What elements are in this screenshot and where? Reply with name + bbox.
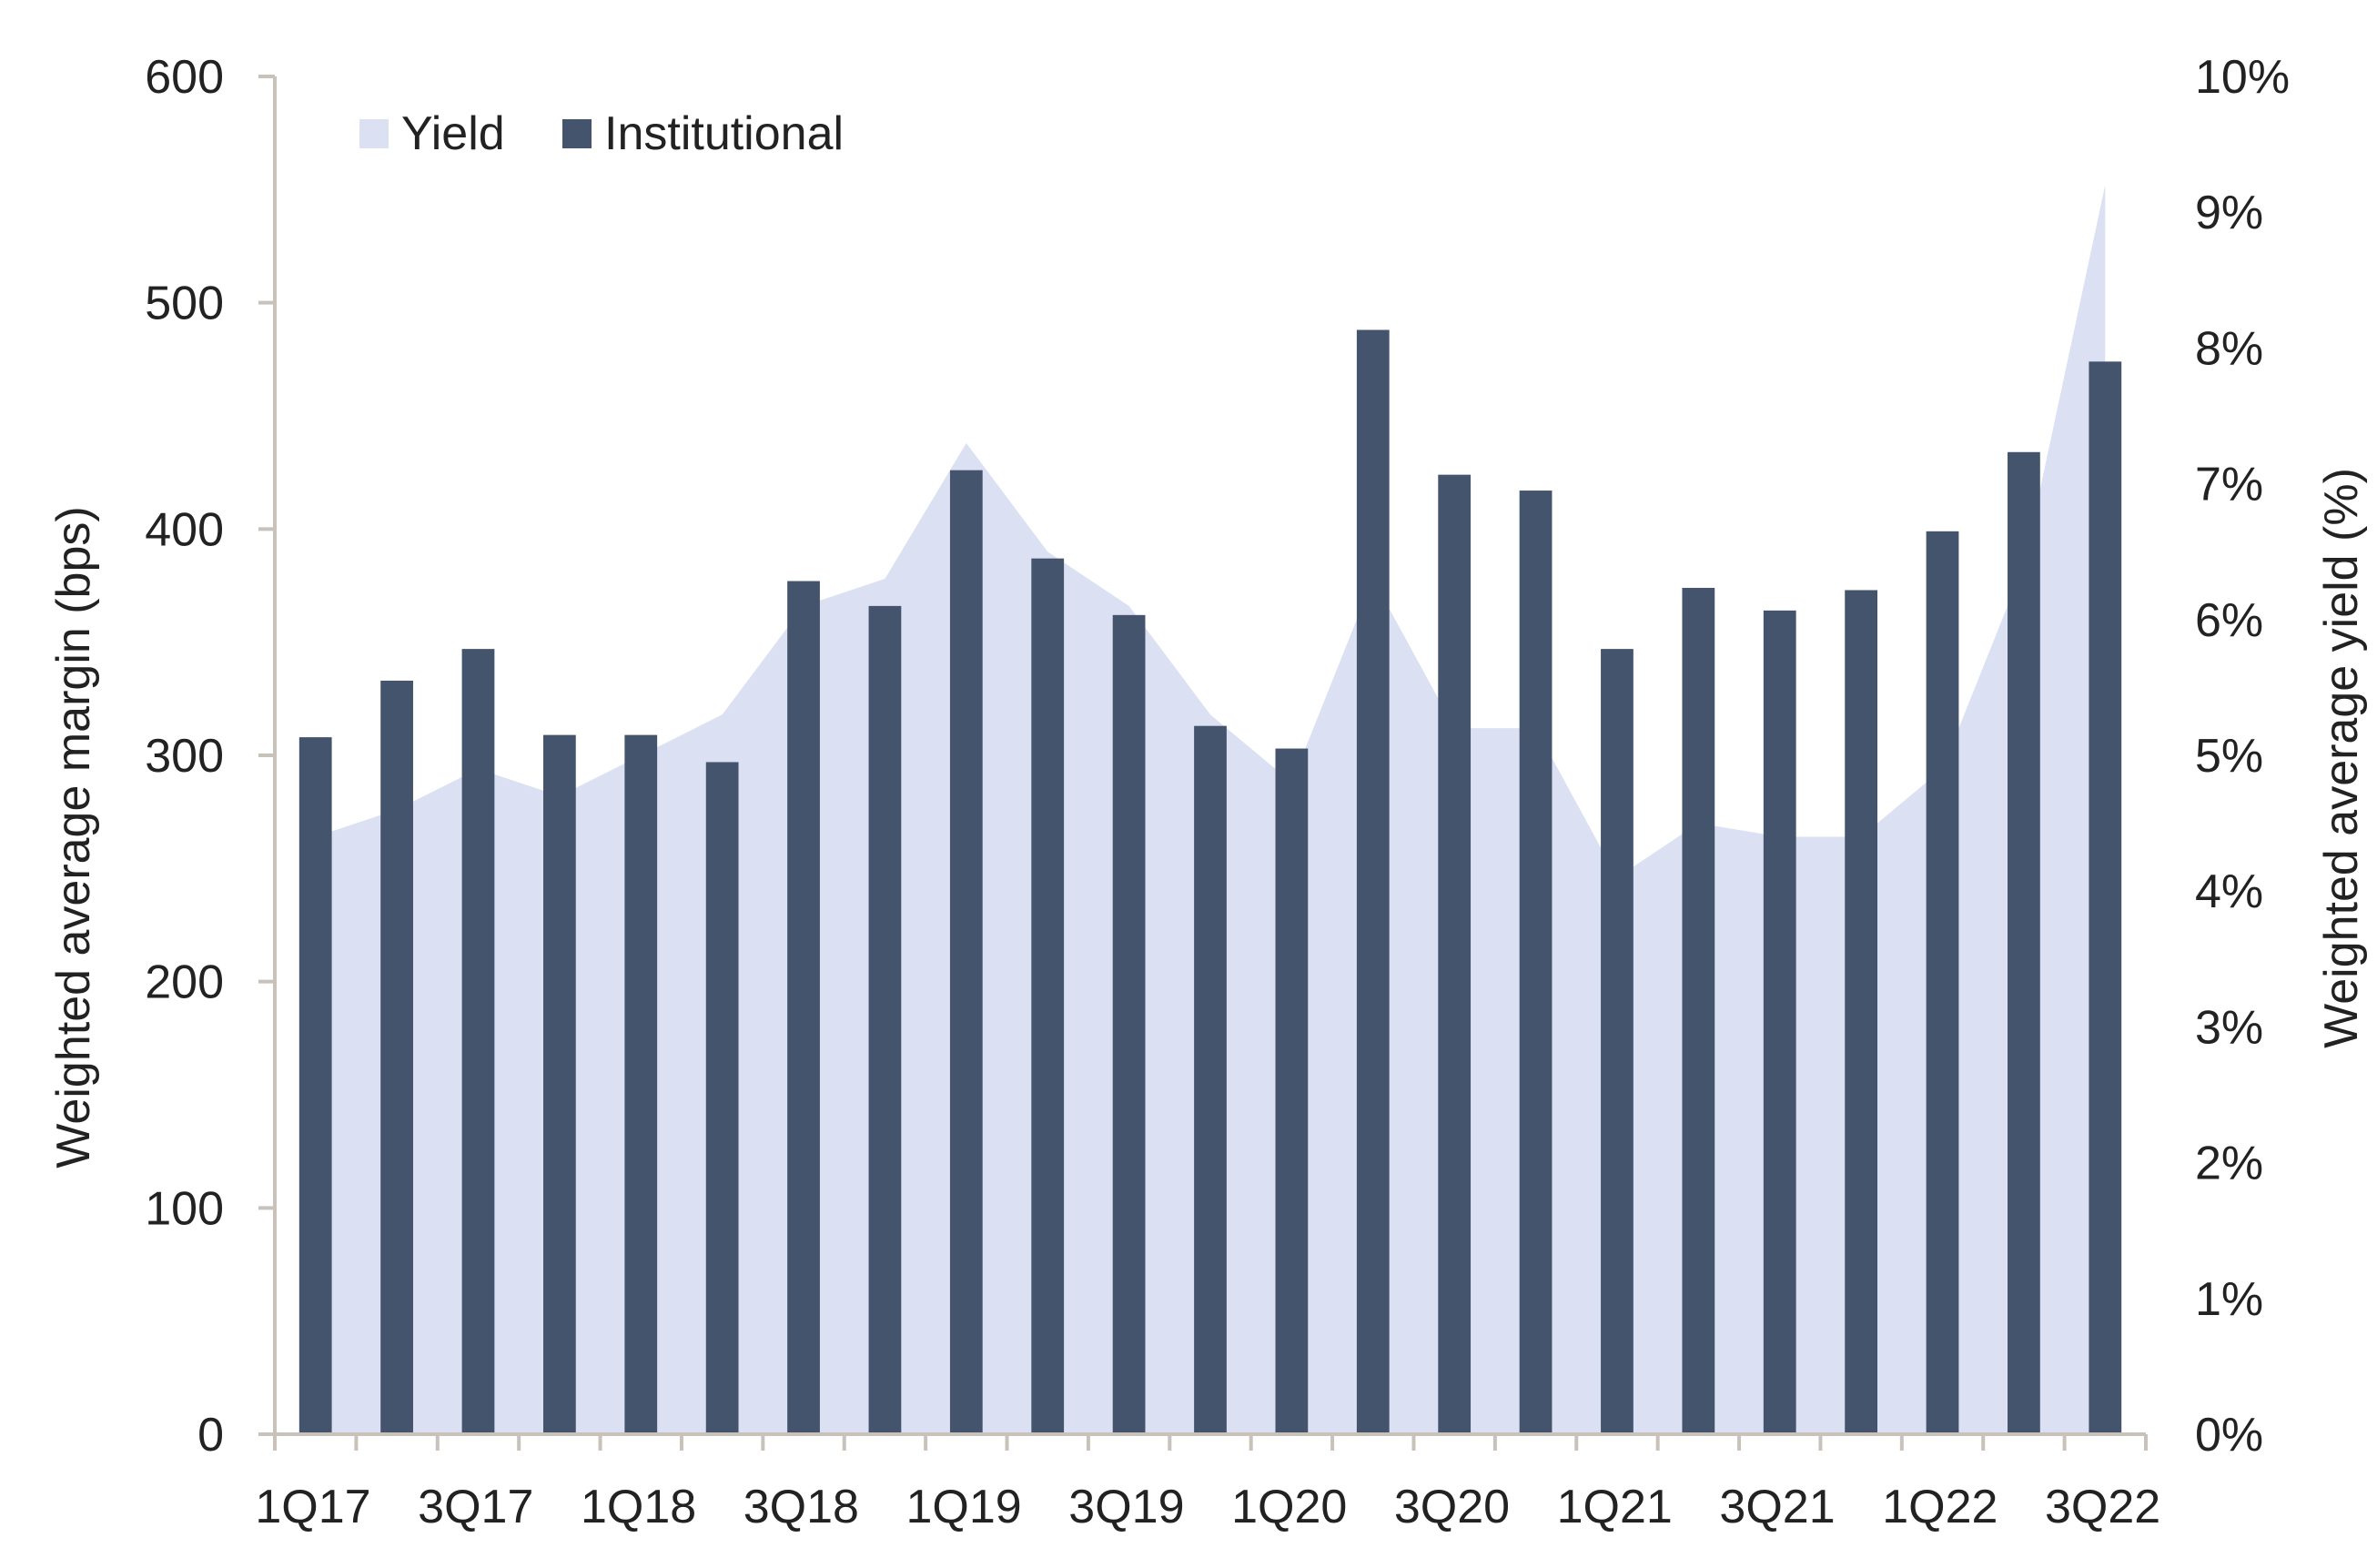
institutional-bars: [298, 329, 2122, 1435]
bar-2q22: [2008, 451, 2040, 1435]
bar-1q20: [1275, 748, 1309, 1434]
bar-3q22: [2089, 361, 2122, 1434]
bar-3q19: [1112, 614, 1146, 1434]
y2-tick-label: 1%: [2195, 1273, 2263, 1326]
axes: [258, 75, 2148, 1451]
y-tick-label: 500: [145, 278, 224, 330]
x-tick-label: 1Q17: [255, 1481, 370, 1533]
y2-tick-label: 8%: [2195, 322, 2263, 375]
x-tick-label: 3Q19: [1068, 1481, 1184, 1533]
legend-label-institutional: Institutional: [604, 107, 844, 160]
x-tick-label: 3Q21: [1719, 1481, 1835, 1533]
legend-swatch-yield: [359, 119, 389, 148]
x-tick-label: 1Q19: [906, 1481, 1022, 1533]
bar-3q21: [1763, 610, 1796, 1434]
y2-tick-label: 4%: [2195, 865, 2263, 918]
y2-tick-label: 6%: [2195, 594, 2263, 647]
y2-tick-label: 5%: [2195, 730, 2263, 783]
y2-tick-label: 3%: [2195, 1001, 2263, 1054]
bar-1q22: [1926, 531, 1959, 1434]
legend-label-yield: Yield: [401, 107, 505, 160]
bar-4q17: [542, 734, 576, 1434]
x-tick-label: 1Q18: [581, 1481, 696, 1533]
y2-tick-label: 9%: [2195, 187, 2263, 239]
x-tick-label: 3Q17: [418, 1481, 533, 1533]
bar-2q21: [1682, 587, 1715, 1434]
bar-2q19: [1031, 558, 1065, 1434]
bar-3q18: [787, 581, 820, 1434]
y-tick-label: 200: [145, 956, 224, 1009]
y-tick-label: 0: [197, 1409, 224, 1462]
bar-4q18: [868, 605, 902, 1434]
x-tick-label: 3Q22: [2045, 1481, 2160, 1533]
legend-swatch-institutional: [562, 119, 592, 148]
y2-tick-label: 10%: [2195, 51, 2290, 104]
bar-4q19: [1194, 725, 1227, 1434]
tick-labels: 0 100 200 300 400 500 600 0% 1% 2% 3% 4% 5% 6% 7% 8% 9% 1…: [145, 51, 2290, 1533]
bar-3q20: [1438, 474, 1472, 1434]
legend: Yield Institutional: [359, 107, 844, 160]
y2-tick-label: 0%: [2195, 1409, 2263, 1462]
bar-2q20: [1356, 329, 1390, 1435]
y-axis-title: Weighted average margin (bps): [47, 506, 100, 1168]
bar-4q20: [1519, 491, 1553, 1434]
y2-axis-title: Weighted average yield (%): [2315, 468, 2368, 1048]
y-tick-label: 400: [145, 503, 224, 556]
bar-2q17: [380, 680, 413, 1434]
bar-4q21: [1845, 590, 1878, 1434]
bar-1q19: [949, 470, 983, 1435]
y2-tick-label: 2%: [2195, 1138, 2263, 1190]
bar-1q21: [1601, 649, 1634, 1434]
bar-3q17: [461, 649, 495, 1434]
bar-2q18: [705, 762, 739, 1434]
x-tick-label: 1Q20: [1231, 1481, 1347, 1533]
bar-1q18: [624, 734, 658, 1434]
y-tick-label: 600: [145, 51, 224, 104]
y-tick-label: 300: [145, 730, 224, 783]
bar-1q17: [298, 737, 332, 1434]
x-tick-label: 1Q22: [1882, 1481, 1998, 1533]
x-tick-label: 3Q20: [1394, 1481, 1510, 1533]
y-tick-label: 100: [145, 1182, 224, 1235]
y2-tick-label: 7%: [2195, 459, 2263, 511]
x-tick-label: 3Q18: [743, 1481, 859, 1533]
x-tick-label: 1Q21: [1557, 1481, 1673, 1533]
